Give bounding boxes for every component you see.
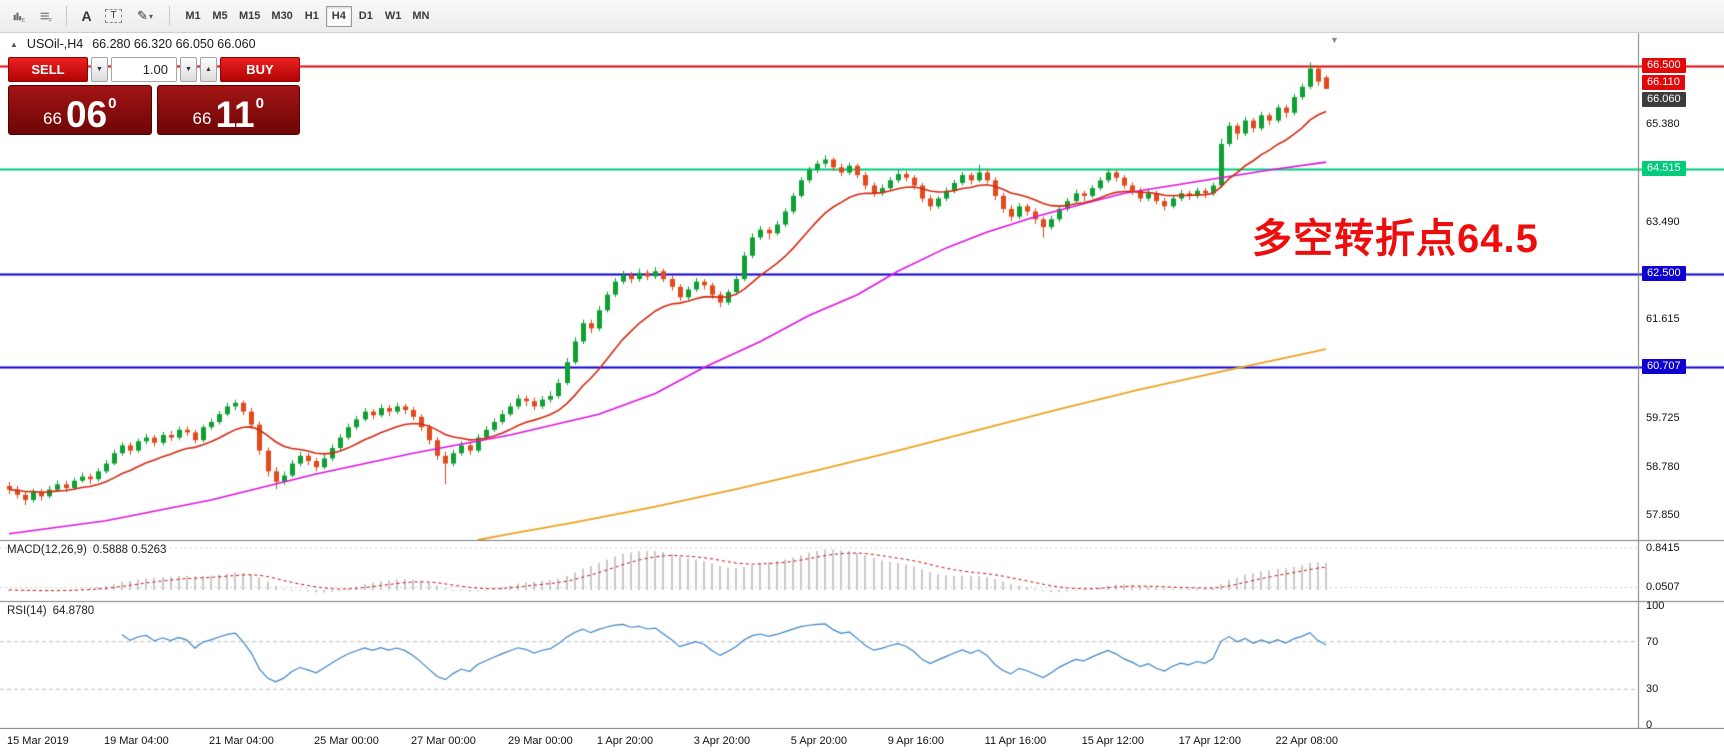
rsi-scale-label: 30 <box>1646 683 1659 696</box>
timeframe-button-mn[interactable]: MN <box>407 6 434 27</box>
macd-values: 0.5888 0.5263 <box>92 544 167 556</box>
macd-indicator-label: MACD(12,26,9) 0.5888 0.5263 <box>7 544 166 556</box>
timeframe-button-m5[interactable]: M5 <box>207 6 233 27</box>
bid-prefix: 66 <box>43 109 62 128</box>
order-type-dropdown[interactable]: ▼ <box>91 57 108 82</box>
letter-t-icon: T <box>105 9 122 23</box>
price-line-label: 62.500 <box>1642 265 1686 281</box>
macd-name: MACD(12,26,9) <box>7 544 87 556</box>
rsi-scale-label: 100 <box>1646 600 1665 612</box>
volume-increase-button[interactable]: ▲ <box>200 57 217 82</box>
time-axis-label: 27 Mar 00:00 <box>411 735 476 747</box>
pencil-icon: ✎ <box>137 8 148 23</box>
timeframe-button-h1[interactable]: H1 <box>299 6 325 27</box>
timeframe-button-m1[interactable]: M1 <box>180 6 206 27</box>
letter-a-icon: A <box>81 8 92 24</box>
price-scale-label: 57.850 <box>1646 509 1680 522</box>
timeframe-toolbar: M1 M5 M15 M30 H1 H4 D1 W1 MN <box>180 5 434 27</box>
time-axis-label: 19 Mar 04:00 <box>103 735 169 747</box>
price-scale[interactable]: 65.380 63.490 61.615 59.725 58.780 57.850 66.5… <box>1638 33 1724 731</box>
price-scale-label: 61.615 <box>1646 313 1680 326</box>
order-entry-row: SELL ▼ ▼ ▲ BUY <box>8 57 300 82</box>
timeframe-button-m30[interactable]: M30 <box>266 6 297 27</box>
time-axis-label: 1 Apr 20:00 <box>596 735 654 747</box>
price-scale-label: 65.380 <box>1646 117 1680 130</box>
toolbar: E F A T ✎ ▾ M1 M5 M15 M30 H1 H4 D1 W1 MN <box>0 0 1724 33</box>
ask-big-digits: 11 <box>215 93 255 135</box>
rsi-name: RSI(14) <box>7 605 47 617</box>
timeframe-button-w1[interactable]: W1 <box>380 6 407 27</box>
rsi-value: 64.8780 <box>52 605 95 617</box>
grid-icon[interactable]: F <box>33 4 60 28</box>
text-annotation-icon[interactable]: A <box>73 4 100 28</box>
toolbar-separator <box>169 6 170 26</box>
chevron-down-icon: ▼ <box>96 66 103 73</box>
timeframe-button-d1[interactable]: D1 <box>353 6 379 27</box>
price-line-label: 66.110 <box>1642 75 1685 91</box>
time-axis-label: 25 Mar 00:00 <box>314 735 379 747</box>
time-axis-label: 15 Mar 2019 <box>7 735 69 747</box>
price-tiles: 66 06 0 66 11 0 <box>8 85 300 135</box>
volume-input[interactable] <box>111 57 177 82</box>
time-axis[interactable]: 15 Mar 2019 19 Mar 04:00 21 Mar 04:00 25 Ma… <box>0 729 1724 755</box>
rsi-indicator-label: RSI(14) 64.8780 <box>7 605 94 617</box>
chart-shift-marker-icon[interactable]: ▼ <box>1330 35 1339 45</box>
chevron-up-icon: ▲ <box>205 66 212 73</box>
sell-button[interactable]: SELL <box>8 57 88 82</box>
ask-pip-digit: 0 <box>255 95 264 112</box>
price-line-label: 60.707 <box>1642 359 1686 375</box>
price-line-label: 66.060 <box>1642 91 1686 107</box>
time-axis-label: 11 Apr 16:00 <box>984 735 1047 747</box>
ohlc-values: 66.280 66.320 66.050 66.060 <box>92 37 256 51</box>
price-line-label: 66.500 <box>1642 57 1686 73</box>
rsi-scale-label: 70 <box>1646 635 1659 648</box>
rsi-scale-label: 0 <box>1646 719 1653 731</box>
time-axis-label: 3 Apr 20:00 <box>693 735 751 747</box>
drawing-tools-dropdown-icon[interactable]: ✎ ▾ <box>127 4 163 28</box>
chart-candles-icon[interactable]: E <box>6 4 33 28</box>
bid-pip-digit: 0 <box>108 95 117 112</box>
sell-price-tile[interactable]: 66 06 0 <box>8 85 152 135</box>
time-axis-label: 9 Apr 16:00 <box>887 735 944 747</box>
time-axis-label: 22 Apr 08:00 <box>1275 735 1338 747</box>
time-axis-label: 29 Mar 00:00 <box>507 735 573 747</box>
bid-big-digits: 06 <box>65 93 108 135</box>
timeframe-button-h4[interactable]: H4 <box>325 5 352 27</box>
symbol-label: USOil-,H4 <box>26 37 84 51</box>
macd-scale-label: 0.8415 <box>1646 541 1680 554</box>
time-axis-label: 5 Apr 20:00 <box>790 735 848 747</box>
svg-text:F: F <box>49 17 52 23</box>
price-scale-label: 63.490 <box>1646 215 1680 228</box>
price-line-label: 64.515 <box>1642 161 1686 177</box>
time-axis-label: 21 Mar 04:00 <box>209 735 274 747</box>
timeframe-button-m15[interactable]: M15 <box>234 6 265 27</box>
chevron-down-icon: ▾ <box>148 11 153 21</box>
time-axis-label: 17 Apr 12:00 <box>1178 735 1241 747</box>
volume-decrease-button[interactable]: ▼ <box>180 57 197 82</box>
toolbar-separator <box>66 6 67 26</box>
price-scale-label: 58.780 <box>1646 460 1680 473</box>
text-label-icon[interactable]: T <box>100 4 127 28</box>
macd-scale-label: 0.0507 <box>1646 581 1680 594</box>
buy-button[interactable]: BUY <box>220 57 300 82</box>
price-scale-label: 59.725 <box>1646 411 1680 424</box>
chart-annotation-text: 多空转折点64.5 <box>1252 217 1539 261</box>
chart-title: ▲ USOil-,H4 66.280 66.320 66.050 66.060 <box>10 37 256 51</box>
symbol-marker-icon: ▲ <box>10 39 18 49</box>
buy-price-tile[interactable]: 66 11 0 <box>156 85 300 135</box>
time-axis-label: 15 Apr 12:00 <box>1081 735 1145 747</box>
svg-text:E: E <box>22 17 25 23</box>
chevron-down-icon: ▼ <box>185 66 192 73</box>
ask-prefix: 66 <box>192 109 212 128</box>
